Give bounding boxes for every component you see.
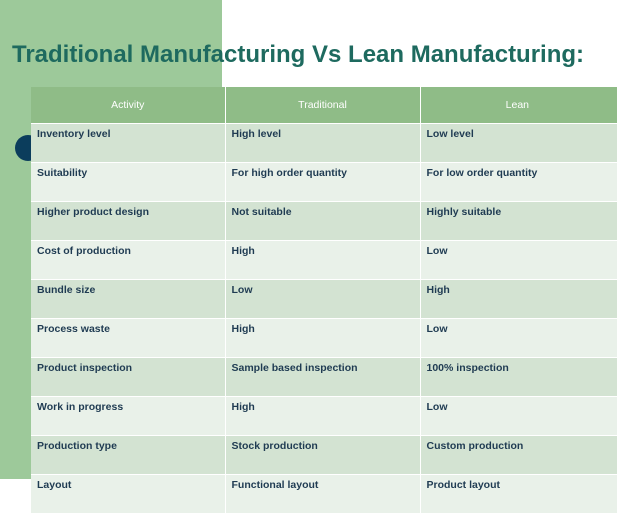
table-row: Layout Functional layout Product layout [31, 475, 617, 513]
cell-lean: Low [420, 319, 617, 358]
cell-lean: Product layout [420, 475, 617, 513]
cell-lean: For low order quantity [420, 163, 617, 202]
cell-activity: Inventory level [31, 124, 225, 163]
table-row: Bundle size Low High [31, 280, 617, 319]
cell-activity: Cost of production [31, 241, 225, 280]
cell-traditional: Sample based inspection [225, 358, 420, 397]
cell-lean: Highly suitable [420, 202, 617, 241]
cell-activity: Higher product design [31, 202, 225, 241]
table-row: Work in progress High Low [31, 397, 617, 436]
cell-lean: High [420, 280, 617, 319]
cell-traditional: High [225, 397, 420, 436]
cell-activity: Process waste [31, 319, 225, 358]
cell-lean: 100% inspection [420, 358, 617, 397]
table-header-row: Activity Traditional Lean [31, 87, 617, 124]
cell-lean: Low [420, 397, 617, 436]
header-traditional: Traditional [225, 87, 420, 124]
cell-lean: Low [420, 241, 617, 280]
cell-lean: Low level [420, 124, 617, 163]
cell-traditional: Not suitable [225, 202, 420, 241]
table-row: Cost of production High Low [31, 241, 617, 280]
cell-traditional: High [225, 319, 420, 358]
cell-activity: Work in progress [31, 397, 225, 436]
table-row: Product inspection Sample based inspecti… [31, 358, 617, 397]
cell-activity: Suitability [31, 163, 225, 202]
table-row: Suitability For high order quantity For … [31, 163, 617, 202]
cell-traditional: High [225, 241, 420, 280]
cell-traditional: Low [225, 280, 420, 319]
table-row: Higher product design Not suitable Highl… [31, 202, 617, 241]
cell-traditional: High level [225, 124, 420, 163]
header-lean: Lean [420, 87, 617, 124]
header-activity: Activity [31, 87, 225, 124]
table-row: Process waste High Low [31, 319, 617, 358]
slide-title: Traditional Manufacturing Vs Lean Manufa… [12, 41, 584, 69]
comparison-table: Activity Traditional Lean Inventory leve… [31, 87, 617, 513]
cell-lean: Custom production [420, 436, 617, 475]
cell-activity: Layout [31, 475, 225, 513]
cell-activity: Bundle size [31, 280, 225, 319]
cell-traditional: Functional layout [225, 475, 420, 513]
cell-traditional: For high order quantity [225, 163, 420, 202]
table-row: Inventory level High level Low level [31, 124, 617, 163]
cell-activity: Production type [31, 436, 225, 475]
table-row: Production type Stock production Custom … [31, 436, 617, 475]
cell-traditional: Stock production [225, 436, 420, 475]
cell-activity: Product inspection [31, 358, 225, 397]
